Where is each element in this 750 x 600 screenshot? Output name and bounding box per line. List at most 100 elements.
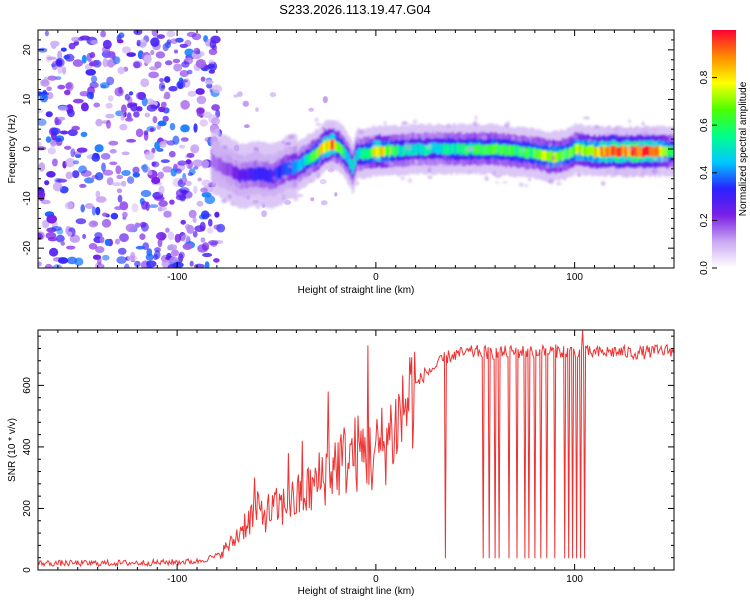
spectrogram-ridge-cell xyxy=(426,145,429,155)
spectrogram-noise-blob xyxy=(159,78,165,83)
spectrogram-scatter-blob xyxy=(368,134,375,140)
spectrogram-ridge-cell xyxy=(563,149,566,160)
spectrogram-ridge-cell xyxy=(627,145,630,156)
spectrogram-scatter-blob xyxy=(547,142,553,147)
spectrogram-ridge-cell xyxy=(227,163,230,176)
spectrogram-scatter-blob xyxy=(258,163,264,167)
spectrogram-noise-blob xyxy=(57,257,69,264)
spectrogram-ridge-cell xyxy=(270,169,273,183)
spectrogram-noise-blob xyxy=(211,117,221,126)
spectrogram-ridge-cell xyxy=(271,170,274,184)
spectrogram-ridge-cell xyxy=(610,145,613,156)
spectrogram-noise-blob xyxy=(135,91,145,100)
spectrogram-noise-blob xyxy=(200,237,206,243)
spectrogram-noise-blob xyxy=(180,100,190,110)
spectrogram-ridge-cell xyxy=(464,145,467,156)
spectrogram-ridge-cell xyxy=(377,147,380,158)
spectrogram-noise-blob xyxy=(119,233,129,243)
spectrogram-ridge-cell xyxy=(302,158,305,168)
spectrogram-ridge-cell xyxy=(511,145,514,156)
spectrogram-ridge-cell xyxy=(501,144,504,154)
spectrogram-ridge-cell xyxy=(387,144,390,155)
spectrogram-noise-blob xyxy=(186,224,195,234)
spectrogram-ridge-cell xyxy=(395,145,398,156)
spectrogram-noise-blob xyxy=(65,158,76,168)
spectrogram-ridge-cell xyxy=(629,145,632,156)
spectrogram-scatter-blob xyxy=(577,151,582,156)
spectrogram-ridge-cell xyxy=(264,167,267,181)
spectrogram-noise-blob xyxy=(38,109,44,114)
spectrogram-scatter-blob xyxy=(355,181,360,186)
spectrogram-noise-blob xyxy=(115,238,120,245)
spectrogram-ridge-cell xyxy=(579,143,582,154)
spectrogram-ridge-cell xyxy=(486,145,489,155)
spectrogram-ridge-cell xyxy=(542,150,545,161)
spectrogram-ridge-cell xyxy=(220,160,223,173)
spectrogram-noise-blob xyxy=(154,61,162,69)
spectrogram-noise-blob xyxy=(64,89,71,96)
spectrogram-noise-blob xyxy=(70,148,76,158)
spectrogram-scatter-blob xyxy=(414,159,420,165)
spectrogram-ridge-cell xyxy=(666,147,669,158)
spectrogram-ridge-cell xyxy=(268,170,271,183)
spectrogram-ridge-cell xyxy=(573,143,576,154)
spectrogram-ridge-cell xyxy=(376,147,379,158)
spectrogram-ridge-cell xyxy=(461,145,464,156)
spectrogram-noise-blob xyxy=(67,109,75,118)
spectrogram-noise-blob xyxy=(116,256,127,264)
spectrogram-ridge-cell xyxy=(256,167,259,181)
spectrogram-ridge-cell xyxy=(311,152,314,163)
spectrogram-scatter-blob xyxy=(529,136,533,140)
spectrogram-ridge-cell xyxy=(498,144,501,155)
spectrogram-noise-blob xyxy=(42,219,50,229)
spectrogram-scatter-blob xyxy=(625,134,630,138)
spectrogram-ridge-cell xyxy=(580,145,583,156)
spectrogram-scatter-blob xyxy=(419,157,425,161)
spectrogram-noise-blob xyxy=(151,147,156,154)
spectrogram-ridge-cell xyxy=(481,144,484,155)
spectrogram-noise-blob xyxy=(128,91,134,96)
spectrogram-ridge-cell xyxy=(352,159,355,170)
spectrogram-ridge-cell xyxy=(499,144,502,155)
spectrogram-noise-blob xyxy=(172,58,181,64)
spectrogram-noise-blob xyxy=(120,180,127,187)
spectrogram-scatter-blob xyxy=(588,138,592,143)
spectrogram-ridge-cell xyxy=(554,152,557,163)
snr-y-tick-label: 200 xyxy=(22,500,33,517)
spectrogram-ridge-cell xyxy=(350,159,353,170)
spectrogram-noise-blob xyxy=(104,238,111,246)
spectrogram-ridge-cell xyxy=(583,143,585,154)
spectrogram-ridge-cell xyxy=(572,146,575,157)
spectrogram-noise-blob xyxy=(121,151,130,156)
spectrogram-noise-blob xyxy=(133,30,143,36)
spectrogram-noise-blob xyxy=(101,218,112,228)
spectrogram-ridge-cell xyxy=(283,162,286,176)
spectrogram-noise-blob xyxy=(57,50,63,60)
spectrogram-ridge-cell xyxy=(575,144,578,155)
spectrogram-ridge-cell xyxy=(653,147,656,158)
spectrogram-noise-blob xyxy=(255,107,259,112)
spectrogram-scatter-blob xyxy=(468,169,472,175)
spectrogram-ridge-cell xyxy=(326,139,329,150)
spectrogram-noise-blob xyxy=(144,112,151,118)
spectrogram-ridge-cell xyxy=(433,142,436,153)
spectrogram-noise-blob xyxy=(208,48,218,55)
spectrogram-ridge-cell xyxy=(586,146,589,157)
spectrogram-ridge-cell xyxy=(672,146,674,156)
spectrogram-ridge-cell xyxy=(556,151,559,162)
snr-x-tick-label: 0 xyxy=(373,574,379,585)
spectrogram-noise-blob xyxy=(269,92,277,98)
spectrogram-noise-blob xyxy=(320,200,328,206)
spectrogram-noise-blob xyxy=(55,57,65,68)
spectrogram-noise-blob xyxy=(80,204,85,213)
spectrogram-ridge-cell xyxy=(445,145,448,156)
spectrogram-noise-blob xyxy=(126,52,136,57)
spectrogram-noise-blob xyxy=(102,39,112,50)
spectrogram-scatter-blob xyxy=(520,149,526,152)
spectrogram-noise-blob xyxy=(102,254,110,261)
spectrogram-ridge-cell xyxy=(656,147,659,158)
spectrogram-noise-blob xyxy=(192,159,204,167)
spectrogram-noise-blob xyxy=(196,95,207,105)
spectrogram-noise-blob xyxy=(140,78,150,88)
spectrogram-ridge-cell xyxy=(548,151,551,162)
